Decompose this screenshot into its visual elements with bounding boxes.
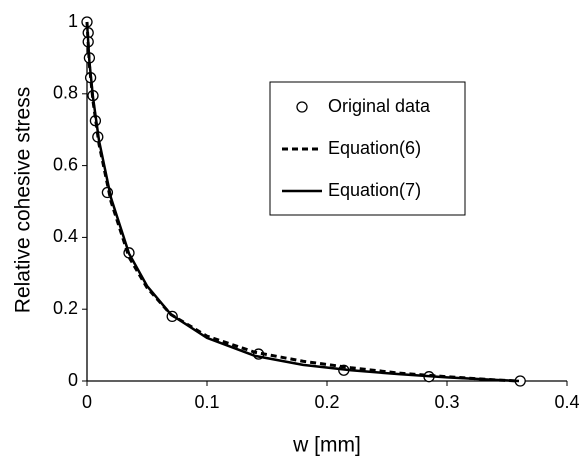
y-tick-label: 0.4 [53,226,78,246]
legend-label: Original data [328,96,431,116]
x-tick-label: 0.2 [314,392,339,412]
legend: Original data Equation(6) Equation(7) [269,81,466,216]
y-tick-label: 0.8 [53,83,78,103]
y-tick-label: 0.2 [53,298,78,318]
x-tick-label: 0.3 [434,392,459,412]
x-tick-label: 0.4 [554,392,579,412]
x-tick-label: 0.1 [194,392,219,412]
series-line [85,21,520,383]
x-axis-label: w [mm] [292,434,361,457]
legend-label: Equation(7) [328,180,421,200]
y-axis-label: Relative cohesive stress [12,87,35,313]
y-tick-label: 0.6 [53,154,78,174]
legend-marker [296,101,308,113]
y-tick-label: 0 [68,370,78,390]
legend-label: Equation(6) [328,138,421,158]
y-tick-label: 1 [68,11,78,31]
x-tick-label: 0 [82,392,92,412]
